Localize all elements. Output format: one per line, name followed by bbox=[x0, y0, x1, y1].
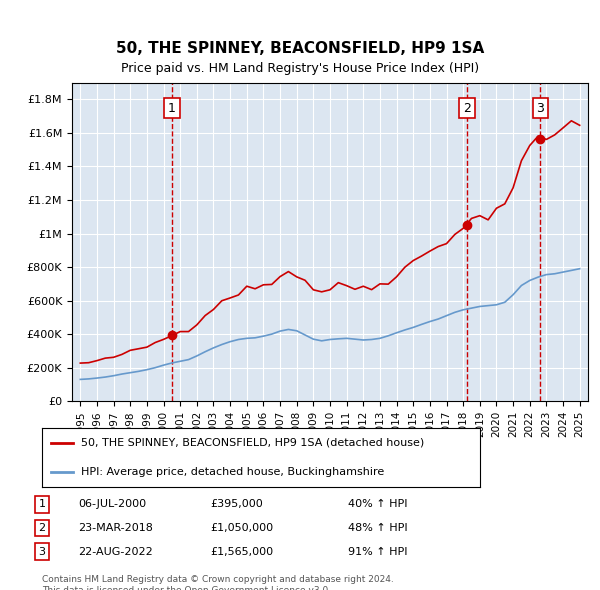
Text: 2: 2 bbox=[463, 101, 471, 114]
Text: £395,000: £395,000 bbox=[210, 500, 263, 509]
Text: 1: 1 bbox=[38, 500, 46, 509]
Text: 48% ↑ HPI: 48% ↑ HPI bbox=[348, 523, 407, 533]
Text: 3: 3 bbox=[38, 547, 46, 556]
Text: 23-MAR-2018: 23-MAR-2018 bbox=[78, 523, 153, 533]
Text: 91% ↑ HPI: 91% ↑ HPI bbox=[348, 547, 407, 556]
Text: Price paid vs. HM Land Registry's House Price Index (HPI): Price paid vs. HM Land Registry's House … bbox=[121, 62, 479, 75]
Text: £1,565,000: £1,565,000 bbox=[210, 547, 273, 556]
Text: 50, THE SPINNEY, BEACONSFIELD, HP9 1SA: 50, THE SPINNEY, BEACONSFIELD, HP9 1SA bbox=[116, 41, 484, 56]
Text: 50, THE SPINNEY, BEACONSFIELD, HP9 1SA (detached house): 50, THE SPINNEY, BEACONSFIELD, HP9 1SA (… bbox=[82, 438, 425, 447]
Text: £1,050,000: £1,050,000 bbox=[210, 523, 273, 533]
Text: Contains HM Land Registry data © Crown copyright and database right 2024.
This d: Contains HM Land Registry data © Crown c… bbox=[42, 575, 394, 590]
Text: 3: 3 bbox=[536, 101, 544, 114]
Text: HPI: Average price, detached house, Buckinghamshire: HPI: Average price, detached house, Buck… bbox=[82, 467, 385, 477]
Text: 2: 2 bbox=[38, 523, 46, 533]
Text: 06-JUL-2000: 06-JUL-2000 bbox=[78, 500, 146, 509]
Text: 22-AUG-2022: 22-AUG-2022 bbox=[78, 547, 153, 556]
Text: 1: 1 bbox=[168, 101, 176, 114]
Text: 40% ↑ HPI: 40% ↑ HPI bbox=[348, 500, 407, 509]
